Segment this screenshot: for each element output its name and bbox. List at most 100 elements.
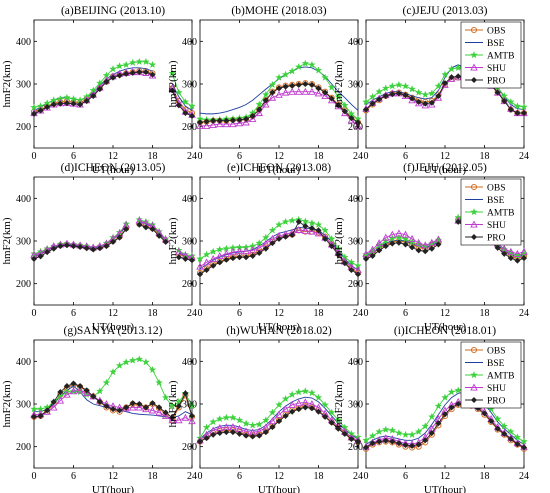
y-tick-label: 300 [16,400,31,411]
data-point [70,100,77,107]
panel-title: (g)SANYA (2013.12) [63,325,162,337]
data-point [381,84,390,92]
series-pro [30,69,196,120]
x-tick-label: 24 [519,308,529,319]
data-point [282,412,289,419]
data-point [262,90,270,98]
x-tick-label: 12 [108,151,118,162]
data-point [116,407,123,414]
legend-label: AMTB [487,208,514,218]
data-point [295,406,302,413]
data-point [50,245,57,252]
x-axis-label: UT(hour) [92,321,134,333]
data-point [328,95,335,102]
data-point [520,444,528,451]
panel-2: (b)MOHE (2018.03) 0 6 12 18 24 200 300 400 UT(hou… [167,5,363,176]
data-point [321,91,329,99]
data-point [256,249,263,256]
panel-title: (i)ICHEON (2018.01) [394,325,496,337]
data-point [109,406,117,413]
data-point [236,254,243,261]
data-point [455,73,462,80]
data-point [216,429,223,437]
data-point [222,249,231,257]
data-point [188,402,196,410]
data-point [123,70,130,77]
data-point [268,80,277,89]
data-point [188,102,196,110]
legend-label: OBS [487,26,505,36]
data-point [368,245,377,253]
x-tick-label: 18 [314,308,324,319]
data-point [203,435,210,442]
data-point [243,115,250,123]
data-point [175,416,183,424]
data-point [222,120,231,128]
data-point [37,253,44,260]
data-point [168,402,177,410]
y-axis-label: hmF2(km) [333,217,345,264]
data-point [507,247,515,255]
data-point [409,244,416,251]
data-point [335,102,342,109]
data-point [447,65,456,73]
data-point [369,252,376,259]
data-point [314,393,323,401]
data-point [341,108,348,115]
data-point [348,115,355,122]
data-point [129,69,136,76]
x-tick-label: 0 [32,308,37,319]
x-tick-label: 6 [403,308,408,319]
y-tick-label: 400 [16,194,31,205]
data-point [354,121,362,129]
data-point [401,234,410,243]
data-point [215,251,224,259]
data-point [395,429,403,437]
data-point [255,420,264,428]
data-point [148,365,157,374]
data-point [395,80,403,89]
data-point [481,410,488,417]
series-line [171,88,193,116]
x-tick-label: 0 [32,471,37,482]
data-point [368,432,377,440]
data-point [188,112,196,120]
data-point [262,100,270,108]
legend-label: BSE [487,359,505,369]
data-point [103,243,110,250]
legend-marker [470,26,478,34]
panel-3: (c)JEJU (2013.03) 0 6 12 18 24 200 300 400 UT(hou… [333,5,529,176]
data-point [294,62,303,71]
legend-marker [470,383,478,391]
data-point [381,233,390,241]
data-point [488,418,495,425]
data-point [428,238,436,246]
data-point [454,386,462,394]
data-point [428,429,435,437]
panel-title: (f)JEJU (2012.05) [403,162,487,174]
data-point [223,117,230,124]
data-point [175,102,182,109]
data-point [109,368,117,376]
data-point [301,387,310,395]
data-point [115,62,124,70]
data-point [395,233,403,241]
data-point [341,260,348,267]
data-point [375,239,383,247]
data-point [314,66,323,74]
data-point [315,408,322,415]
data-point [382,243,389,250]
data-point [235,247,244,255]
data-point [268,226,277,234]
data-point [142,57,150,66]
x-tick-label: 24 [353,308,363,319]
panel-title: (a)BEIJING (2013.10) [61,5,165,17]
data-point [242,118,250,126]
data-point [196,271,204,278]
data-point [288,390,296,398]
data-point [76,386,84,394]
data-point [321,73,329,81]
data-point [242,419,250,427]
data-point [96,398,103,405]
